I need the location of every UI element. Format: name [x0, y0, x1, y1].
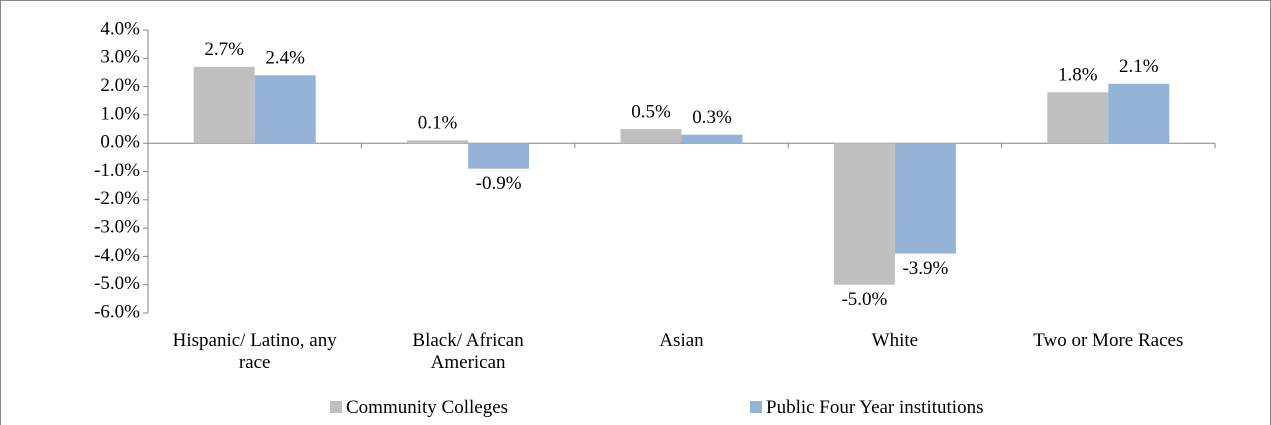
bar [894, 143, 956, 254]
y-tick-label: 4.0% [100, 18, 140, 39]
x-tick-label: White [871, 330, 919, 351]
legend-item: Community Colleges [330, 397, 508, 419]
y-tick-label: -3.0% [94, 216, 140, 237]
y-tick-label: -4.0% [94, 245, 140, 266]
bar [833, 143, 895, 285]
legend-swatch [330, 401, 342, 413]
y-tick-label: -6.0% [94, 301, 140, 322]
y-tick-label: -2.0% [94, 188, 140, 209]
y-tick-label: 3.0% [100, 47, 140, 68]
bar [407, 140, 469, 144]
bar [620, 129, 682, 144]
data-label: 0.1% [418, 113, 458, 134]
data-label: 1.8% [1058, 65, 1098, 86]
bar [468, 143, 530, 169]
bar [193, 66, 255, 144]
x-tick-label: Two or More Races [1033, 330, 1184, 351]
data-label: 0.3% [692, 107, 732, 128]
data-label: 0.5% [631, 101, 671, 122]
legend-label: Community Colleges [346, 397, 509, 418]
y-tick-label: 0.0% [100, 132, 140, 153]
y-tick-label: -5.0% [94, 273, 140, 294]
y-tick-label: 1.0% [100, 103, 140, 124]
data-label: 2.1% [1119, 56, 1159, 77]
bar [254, 75, 316, 144]
legend-label: Public Four Year institutions [766, 397, 984, 418]
legend-item: Public Four Year institutions [750, 397, 983, 419]
bar [681, 134, 743, 144]
data-label: -0.9% [476, 173, 522, 194]
data-label: 2.4% [265, 48, 305, 69]
legend-swatch [750, 401, 762, 413]
x-tick-label: Hispanic/ Latino, any race [172, 330, 337, 373]
data-label: -3.9% [902, 258, 948, 279]
bar [1047, 92, 1109, 144]
y-tick-label: -1.0% [94, 160, 140, 181]
x-tick-label: Asian [659, 330, 704, 351]
x-tick-label: Black/ African American [412, 330, 524, 373]
data-label: 2.7% [204, 39, 244, 60]
bar [1108, 83, 1170, 144]
y-tick-label: 2.0% [100, 75, 140, 96]
data-label: -5.0% [841, 289, 887, 310]
